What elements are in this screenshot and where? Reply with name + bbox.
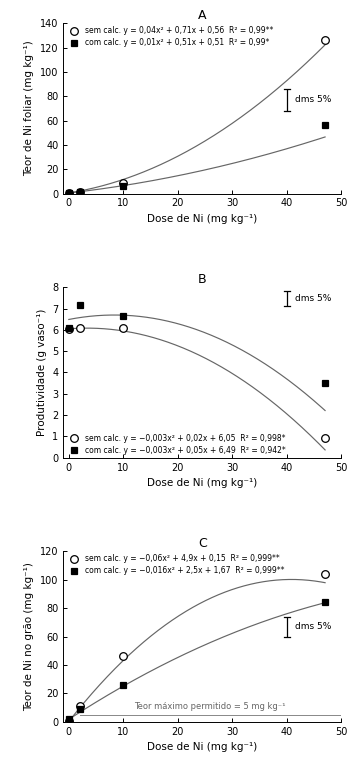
X-axis label: Dose de Ni (mg kg⁻¹): Dose de Ni (mg kg⁻¹) (147, 742, 258, 752)
Legend: sem calc. y = −0,003x² + 0,02x + 6,05  R² = 0,998*, com calc. y = −0,003x² + 0,0: sem calc. y = −0,003x² + 0,02x + 6,05 R²… (65, 432, 287, 456)
X-axis label: Dose de Ni (mg kg⁻¹): Dose de Ni (mg kg⁻¹) (147, 214, 258, 224)
Text: dms 5%: dms 5% (295, 622, 332, 631)
Title: C: C (198, 537, 207, 550)
Text: Teor máximo permitido = 5 mg kg⁻¹: Teor máximo permitido = 5 mg kg⁻¹ (134, 702, 286, 711)
Title: A: A (198, 9, 207, 22)
Legend: sem calc. y = 0,04x² + 0,71x + 0,56  R² = 0,99**, com calc. y = 0,01x² + 0,51x +: sem calc. y = 0,04x² + 0,71x + 0,56 R² =… (65, 25, 275, 49)
X-axis label: Dose de Ni (mg kg⁻¹): Dose de Ni (mg kg⁻¹) (147, 478, 258, 488)
Legend: sem calc. y = −0,06x² + 4,9x + 0,15  R² = 0,999**, com calc. y = −0,016x² + 2,5x: sem calc. y = −0,06x² + 4,9x + 0,15 R² =… (65, 553, 286, 577)
Y-axis label: Teor de Ni no grão (mg kg⁻¹): Teor de Ni no grão (mg kg⁻¹) (24, 562, 34, 711)
Y-axis label: Teor de Ni foliar (mg kg⁻¹): Teor de Ni foliar (mg kg⁻¹) (24, 40, 34, 176)
Title: B: B (198, 273, 207, 286)
Y-axis label: Produtividade (g vaso⁻¹): Produtividade (g vaso⁻¹) (37, 309, 47, 436)
Text: dms 5%: dms 5% (295, 294, 332, 303)
Text: dms 5%: dms 5% (295, 95, 332, 105)
